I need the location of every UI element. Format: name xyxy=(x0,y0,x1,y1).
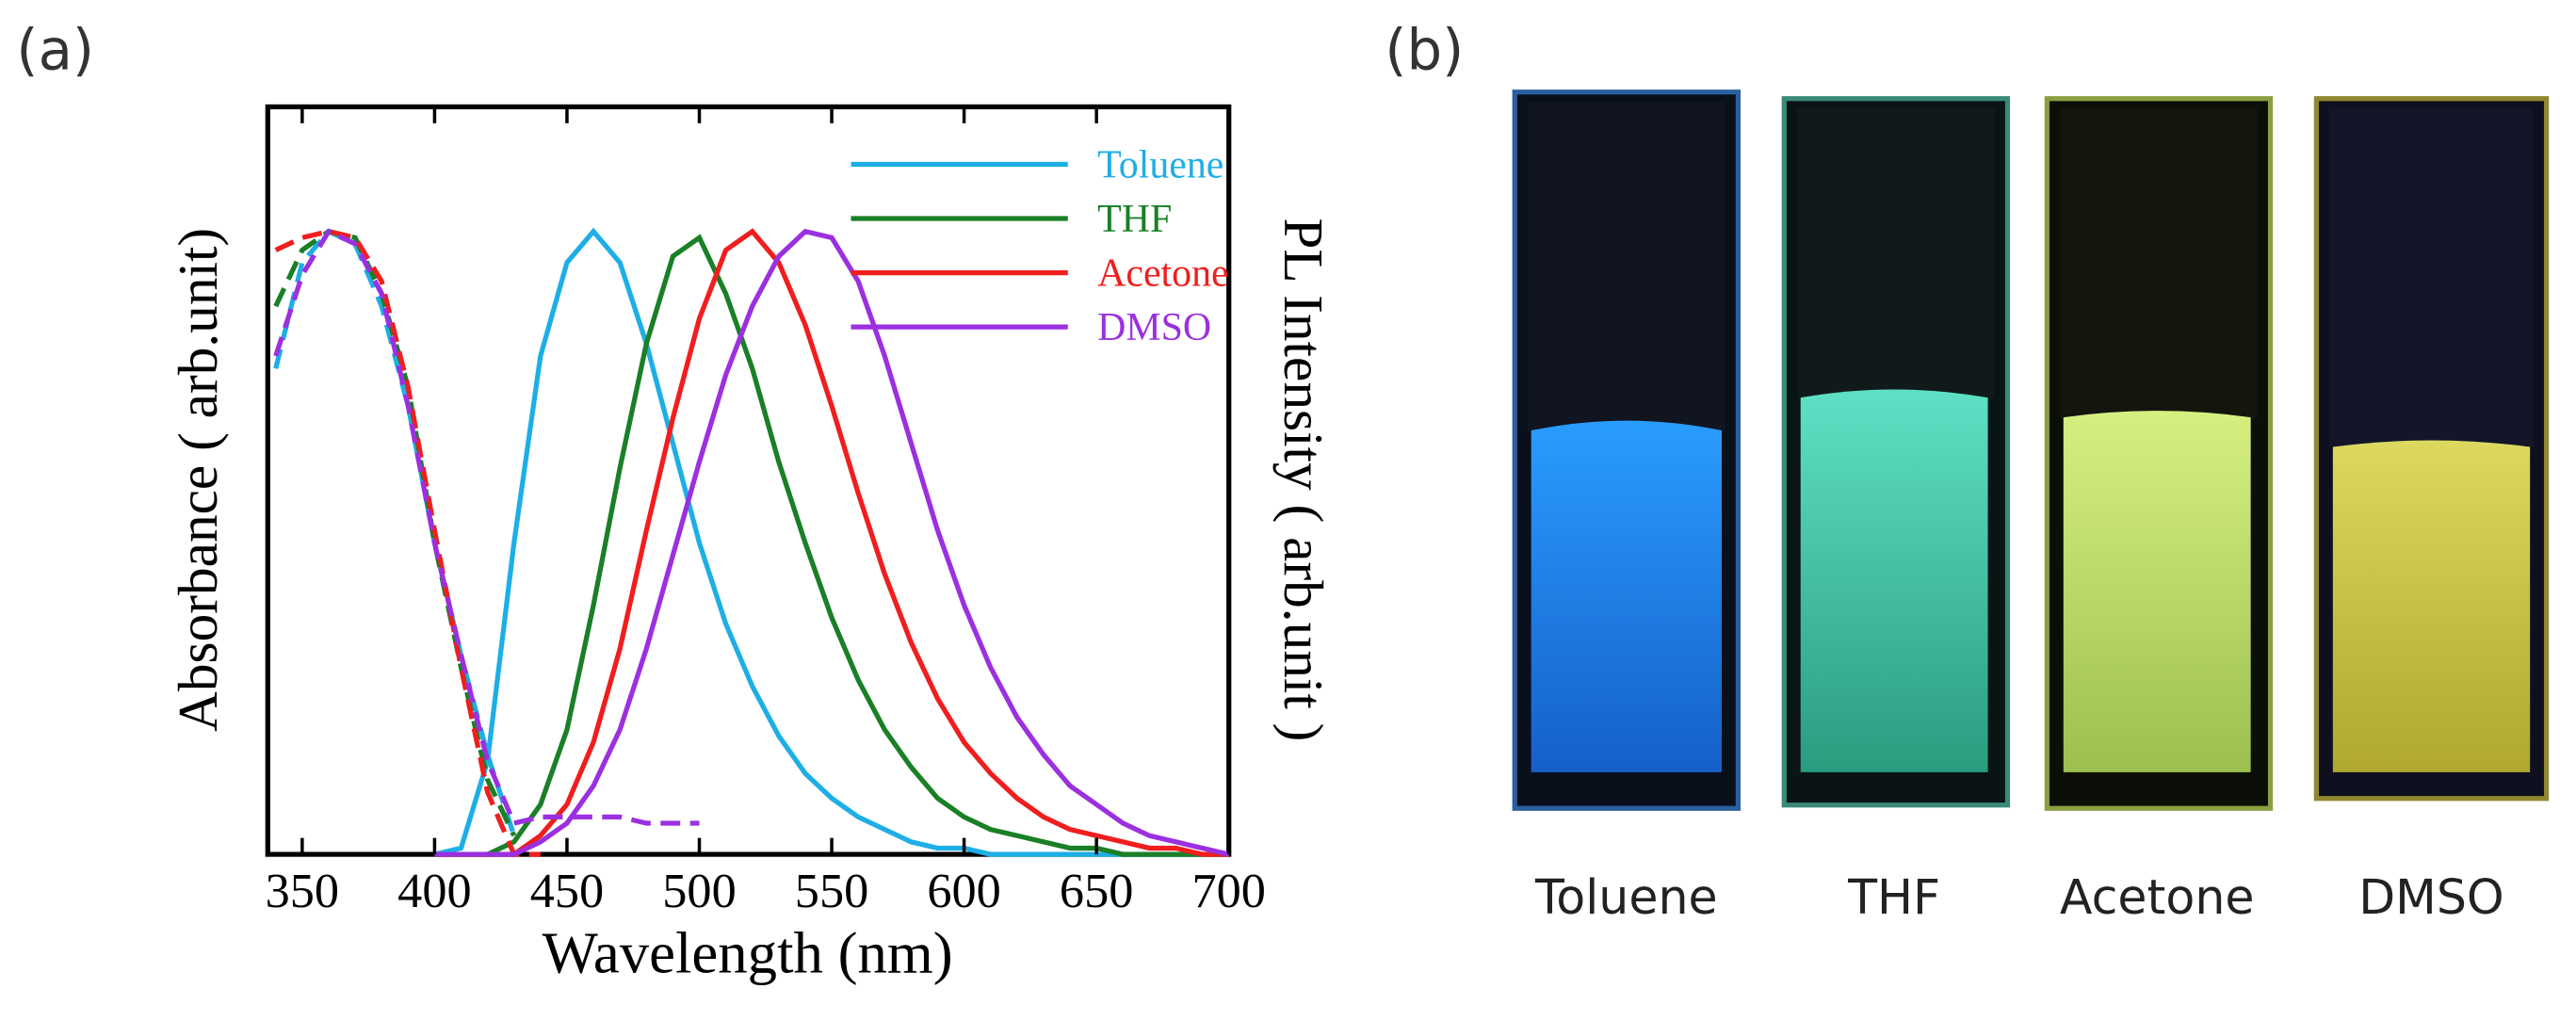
plot-frame xyxy=(265,104,1232,857)
cuvette-photo xyxy=(1512,89,1742,811)
absorbance-line xyxy=(273,228,700,827)
x-axis-title: Wavelength (nm) xyxy=(543,920,953,986)
x-tick-label: 400 xyxy=(397,864,471,918)
photo-label: Toluene xyxy=(1534,869,1718,925)
x-tick-label: 450 xyxy=(530,864,604,918)
legend-label: DMSO xyxy=(1097,306,1211,349)
photo-label: DMSO xyxy=(2358,869,2504,925)
pl-line xyxy=(434,228,1229,857)
pl-line xyxy=(434,228,1230,857)
legend-label: Toluene xyxy=(1097,143,1223,186)
absorbance-line xyxy=(273,228,517,837)
y-axis-title: Absorbance ( arb.unit) xyxy=(167,228,229,732)
cuvette-photo xyxy=(2044,96,2274,811)
panel-label: (b) xyxy=(1385,17,1464,82)
panel-label: (a) xyxy=(16,17,94,82)
y2-axis-title: PL Intensity ( arb.unit ) xyxy=(1272,218,1335,741)
cuvette-photo xyxy=(1781,96,2011,808)
x-tick-label: 550 xyxy=(795,864,868,918)
legend-label: Acetone xyxy=(1097,252,1228,296)
x-tick-label: 700 xyxy=(1191,864,1265,918)
x-tick-label: 600 xyxy=(927,864,1000,918)
plot-area xyxy=(273,227,1230,857)
photo-label: Acetone xyxy=(2060,869,2255,925)
photo-label: THF xyxy=(1847,869,1940,925)
x-tick-label: 500 xyxy=(662,864,736,918)
absorbance-line xyxy=(274,229,541,857)
cuvette-photo xyxy=(2313,96,2550,802)
x-tick-label: 650 xyxy=(1060,864,1133,918)
legend-label: THF xyxy=(1097,198,1172,241)
x-tick-label: 350 xyxy=(266,864,339,918)
